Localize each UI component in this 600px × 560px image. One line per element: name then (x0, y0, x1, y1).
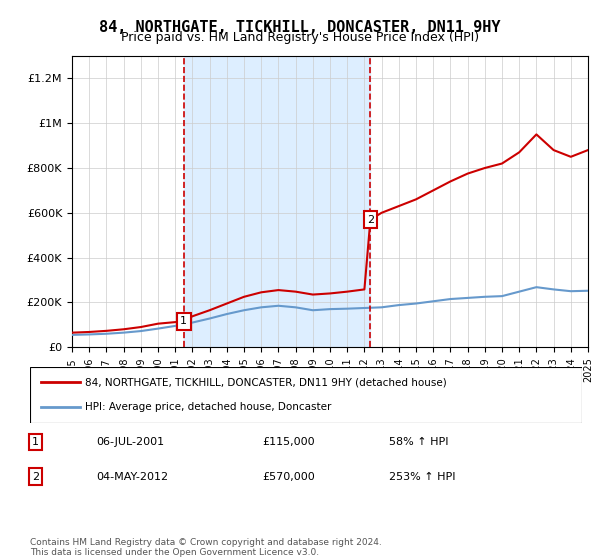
Text: HPI: Average price, detached house, Doncaster: HPI: Average price, detached house, Donc… (85, 402, 332, 412)
Text: 58% ↑ HPI: 58% ↑ HPI (389, 437, 448, 447)
Text: 2: 2 (32, 472, 39, 482)
Text: Contains HM Land Registry data © Crown copyright and database right 2024.
This d: Contains HM Land Registry data © Crown c… (30, 538, 382, 557)
Text: £115,000: £115,000 (262, 437, 314, 447)
Text: 1: 1 (180, 316, 187, 326)
Text: 1: 1 (32, 437, 39, 447)
Text: 84, NORTHGATE, TICKHILL, DONCASTER, DN11 9HY (detached house): 84, NORTHGATE, TICKHILL, DONCASTER, DN11… (85, 377, 447, 388)
Text: £570,000: £570,000 (262, 472, 314, 482)
Bar (184, 56, 370, 347)
Text: 84, NORTHGATE, TICKHILL, DONCASTER, DN11 9HY: 84, NORTHGATE, TICKHILL, DONCASTER, DN11… (99, 20, 501, 35)
FancyBboxPatch shape (30, 367, 582, 423)
Text: 04-MAY-2012: 04-MAY-2012 (96, 472, 169, 482)
Text: 2: 2 (367, 214, 374, 225)
Text: Price paid vs. HM Land Registry's House Price Index (HPI): Price paid vs. HM Land Registry's House … (121, 31, 479, 44)
Text: 253% ↑ HPI: 253% ↑ HPI (389, 472, 455, 482)
Text: 06-JUL-2001: 06-JUL-2001 (96, 437, 164, 447)
